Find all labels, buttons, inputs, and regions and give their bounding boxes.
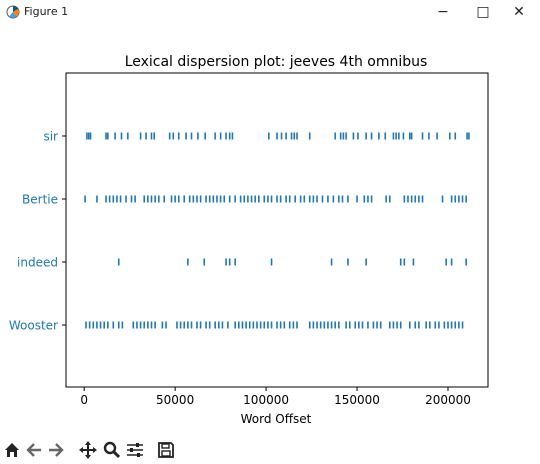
x-tick-label: 100000: [243, 393, 289, 407]
configure-subplots-button[interactable]: [125, 440, 145, 460]
zoom-button[interactable]: [102, 440, 122, 460]
x-axis-label: Word Offset: [241, 412, 312, 426]
minimize-icon: −: [437, 4, 449, 20]
y-tick-label-Bertie: Bertie: [22, 193, 58, 207]
close-icon: ✕: [513, 4, 525, 20]
forward-button[interactable]: [46, 440, 66, 460]
save-button[interactable]: [156, 440, 176, 460]
navigation-toolbar: [0, 436, 540, 464]
x-tick-label: 50000: [156, 393, 194, 407]
matplotlib-app-icon: [6, 5, 20, 19]
zoom-icon: [103, 441, 121, 459]
y-axis: sir Bertie indeed Wooster: [9, 130, 66, 333]
chart-title: Lexical dispersion plot: jeeves 4th omni…: [125, 54, 428, 70]
x-tick-label: 150000: [334, 393, 380, 407]
forward-arrow-icon: [49, 443, 64, 457]
dispersion-chart: Lexical dispersion plot: jeeves 4th omni…: [9, 54, 489, 426]
y-tick-label-sir: sir: [43, 130, 58, 144]
maximize-icon: □: [476, 4, 490, 20]
home-button[interactable]: [2, 440, 22, 460]
x-axis: 0 50000 100000 150000 200000: [80, 387, 471, 407]
x-tick-label: 200000: [425, 393, 471, 407]
home-icon: [5, 443, 19, 457]
pan-icon: [79, 441, 97, 459]
save-icon: [158, 442, 174, 458]
y-tick-label-Wooster: Wooster: [9, 319, 58, 333]
close-button[interactable]: ✕: [496, 0, 540, 24]
pan-button[interactable]: [78, 440, 98, 460]
configure-subplots-icon: [127, 443, 143, 457]
window-titlebar: Figure 1 − □ ✕: [0, 0, 540, 26]
dispersion-marks: [84, 132, 470, 329]
back-button[interactable]: [24, 440, 44, 460]
plot-area: [65, 72, 489, 388]
back-arrow-icon: [26, 443, 41, 457]
window-title: Figure 1: [24, 5, 69, 18]
x-tick-label: 0: [80, 393, 88, 407]
minimize-button[interactable]: −: [420, 0, 466, 24]
maximize-button[interactable]: □: [460, 0, 506, 24]
y-tick-label-indeed: indeed: [17, 256, 58, 270]
